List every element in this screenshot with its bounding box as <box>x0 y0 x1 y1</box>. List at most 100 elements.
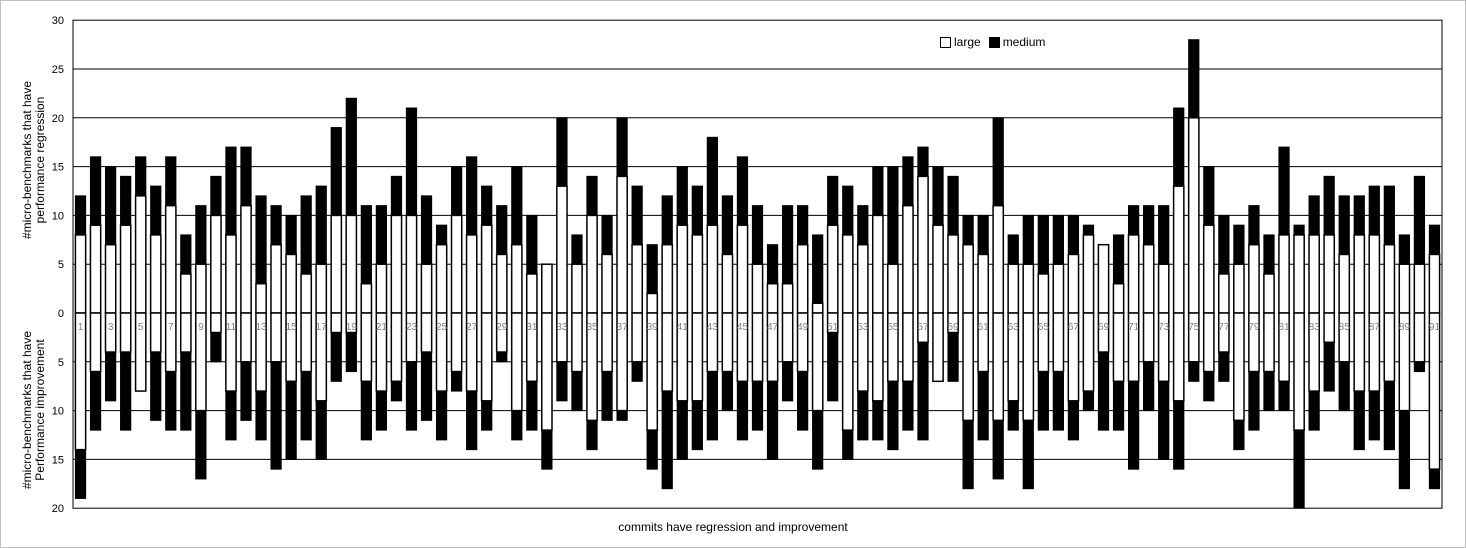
bar-improvement-large <box>902 312 914 383</box>
bar-regression-medium <box>74 195 87 236</box>
bar-improvement-large <box>781 312 794 363</box>
legend-item-medium: medium <box>988 35 1046 49</box>
x-tick-label: 47 <box>767 322 779 333</box>
bar-improvement-medium <box>902 380 914 431</box>
bar-regression-medium <box>616 117 628 177</box>
bar-regression-medium <box>180 234 192 275</box>
bar-improvement-large <box>89 312 102 373</box>
bar-improvement-medium <box>1158 380 1170 460</box>
bar-improvement-large <box>1172 312 1185 402</box>
bar-improvement-medium <box>1353 390 1365 451</box>
bar-improvement-medium <box>390 380 403 402</box>
bar-regression-medium <box>992 117 1004 207</box>
legend: large medium <box>940 35 1045 49</box>
bar-improvement-medium <box>511 410 523 441</box>
bar-regression-medium <box>1323 175 1335 236</box>
bar-improvement-medium <box>812 410 824 470</box>
bar-regression-medium <box>1158 205 1170 265</box>
bar-regression-medium <box>962 214 974 246</box>
bar-improvement-medium <box>691 400 703 451</box>
bar-regression-medium <box>1308 195 1320 236</box>
bar-regression-large <box>1278 234 1290 314</box>
bar-regression-large <box>435 243 448 314</box>
bar-improvement-large <box>450 312 463 373</box>
bar-improvement-medium <box>872 400 884 441</box>
bar-regression-medium <box>511 166 523 246</box>
bar-improvement-medium <box>947 332 959 382</box>
bar-regression-large <box>1157 263 1170 314</box>
y-tick-label: 10 <box>52 406 64 418</box>
bar-regression-medium <box>902 156 914 207</box>
bar-regression-medium <box>89 156 102 226</box>
bar-improvement-large <box>1353 312 1366 392</box>
bar-improvement-large <box>405 312 418 363</box>
bar-improvement-medium <box>150 351 162 421</box>
bar-improvement-large <box>721 312 734 373</box>
bar-improvement-large <box>480 312 493 402</box>
bar-improvement-medium <box>420 351 433 421</box>
bar-improvement-medium <box>541 429 553 470</box>
bar-regression-medium <box>631 185 643 246</box>
x-tick-label: 73 <box>1158 322 1170 333</box>
bar-regression-medium <box>736 156 749 226</box>
bar-regression-large <box>74 234 87 314</box>
bar-regression-medium <box>797 205 809 246</box>
bar-regression-medium <box>225 146 237 236</box>
bar-regression-large <box>134 195 147 314</box>
bar-regression-large <box>1398 263 1411 314</box>
bar-improvement-medium <box>1293 429 1305 509</box>
bar-regression-large <box>917 175 929 314</box>
x-tick-label: 3 <box>108 322 114 333</box>
y-axis-label-regression: #micro-benchmarks that have performance … <box>20 80 47 240</box>
bar-improvement-medium <box>661 390 673 490</box>
x-tick-label: 9 <box>198 322 204 333</box>
bar-regression-large <box>1413 263 1426 314</box>
bar-regression-large <box>977 253 990 314</box>
bar-regression-large <box>164 204 177 314</box>
bar-improvement-medium <box>165 371 177 431</box>
bar-regression-medium <box>812 234 824 304</box>
bar-regression-large <box>751 263 764 314</box>
x-tick-label: 87 <box>1369 322 1381 333</box>
bar-regression-large <box>1353 234 1366 314</box>
legend-label-large: large <box>954 35 981 49</box>
bar-regression-large <box>1428 253 1441 314</box>
x-tick-label: 37 <box>617 322 629 333</box>
bar-regression-medium <box>1233 224 1245 265</box>
x-tick-label: 77 <box>1218 322 1230 333</box>
bar-regression-large <box>556 185 568 314</box>
bar-improvement-medium <box>526 380 538 431</box>
bar-improvement-medium <box>360 380 372 441</box>
bar-improvement-large <box>1413 312 1426 363</box>
x-tick-label: 19 <box>346 322 358 333</box>
legend-label-medium: medium <box>1002 35 1046 49</box>
bar-improvement-large <box>1263 312 1275 373</box>
bar-regression-medium <box>1428 224 1441 255</box>
x-tick-label: 51 <box>827 322 839 333</box>
x-tick-label: 27 <box>466 322 478 333</box>
bar-regression-medium <box>240 146 252 207</box>
bar-improvement-large <box>420 312 433 353</box>
bar-improvement-medium <box>842 429 854 460</box>
bar-improvement-large <box>811 312 824 412</box>
bar-improvement-medium <box>887 380 899 451</box>
bar-regression-medium <box>1383 185 1395 246</box>
bar-improvement-medium <box>721 371 734 412</box>
legend-swatch-large <box>940 36 951 48</box>
bar-regression-large <box>240 204 252 314</box>
bar-regression-large <box>826 224 839 314</box>
bar-improvement-medium <box>180 351 192 431</box>
bar-regression-medium <box>1052 214 1064 265</box>
x-tick-label: 39 <box>647 322 659 333</box>
bar-improvement-medium <box>827 332 839 402</box>
x-tick-label: 67 <box>1068 322 1080 333</box>
bar-regression-large <box>480 224 493 314</box>
bar-regression-medium <box>120 175 132 226</box>
bar-regression-large <box>947 234 959 314</box>
bar-regression-medium <box>360 205 372 285</box>
bar-improvement-medium <box>1278 380 1290 412</box>
bar-regression-medium <box>1203 166 1215 226</box>
bar-regression-medium <box>104 166 117 246</box>
bar-improvement-large <box>1428 312 1441 470</box>
bar-improvement-medium <box>1203 371 1215 402</box>
